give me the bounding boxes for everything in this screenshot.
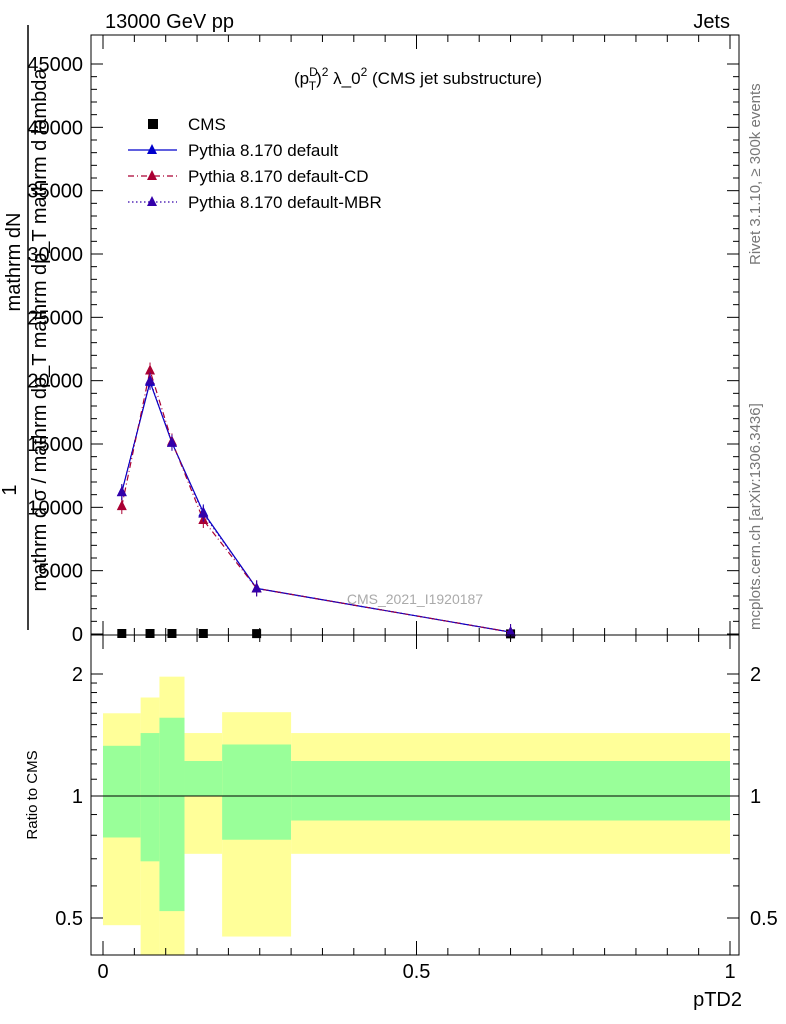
ratio-inner-band (291, 761, 730, 821)
ratio-y-tick-label: 1 (72, 786, 83, 808)
x-tick-label: 0.5 (403, 961, 431, 983)
ratio-inner-band (140, 733, 160, 862)
y-tick-label: 15000 (27, 434, 83, 456)
ratio-axis-ticks: 0.5 0.5 1 1 2 2 0 0.5 1 (55, 635, 778, 983)
cms-point (145, 628, 155, 638)
mcplots-label: mcplots.cern.ch [arXiv:1306.3436] (747, 403, 764, 630)
series-point-dotted (145, 374, 156, 385)
series-point-dashdot (145, 364, 156, 375)
y-tick-label: 35000 (27, 181, 83, 203)
legend-label: Pythia 8.170 default-MBR (188, 193, 382, 212)
main-series (116, 362, 516, 641)
legend-label: CMS (188, 115, 226, 134)
rivet-label: Rivet 3.1.10, ≥ 300k events (747, 83, 764, 265)
ylabel-line-3: mathrm dN (3, 213, 25, 312)
y-tick-label: 40000 (27, 117, 83, 139)
main-panel: 0 5000 10000 15000 20000 25000 30000 35000 40000… (0, 25, 740, 646)
ratio-y-tick-label-right: 0.5 (750, 908, 778, 930)
ylabel-line-1: 1 (0, 484, 21, 495)
legend: CMS Pythia 8.170 default Pythia 8.170 defa… (128, 115, 382, 212)
ratio-y-tick-label-right: 1 (750, 786, 761, 808)
ylabel-line-2: mathrm d σ / mathrm dp_T mathrm dp_T mat… (29, 68, 51, 592)
series-point-dashdot (116, 500, 127, 511)
ratio-y-tick-label-right: 2 (750, 664, 761, 686)
x-tick-label: 1 (724, 961, 735, 983)
cms-point (252, 629, 262, 639)
header-left: 13000 GeV pp (105, 11, 234, 33)
series-line-dotted (121, 378, 511, 633)
header-right: Jets (693, 11, 730, 33)
series-point-dotted (166, 436, 177, 447)
series-point-dotted (116, 486, 127, 497)
x-tick-label: 0 (97, 961, 108, 983)
y-tick-label: 20000 (27, 371, 83, 393)
legend-label: Pythia 8.170 default (188, 141, 339, 160)
series-point-dotted (198, 507, 209, 518)
legend-marker (147, 170, 157, 180)
y-tick-label: 45000 (27, 54, 83, 76)
chart-title: (pD T)2 λ_02 (CMS jet substructure) (294, 65, 542, 93)
ratio-frame (90, 634, 740, 956)
cms-point (167, 628, 177, 638)
ratio-bands (103, 676, 730, 955)
y-tick-label: 0 (72, 624, 83, 646)
main-axis-ticks: 0 5000 10000 15000 20000 25000 30000 35000 40000… (27, 35, 739, 646)
series-point-dotted (505, 626, 516, 637)
watermark-label: CMS_2021_I1920187 (347, 591, 483, 607)
legend-marker-cms (148, 119, 158, 129)
series-point-dotted (251, 582, 262, 593)
ratio-inner-band (103, 745, 141, 838)
legend-label: Pythia 8.170 default-CD (188, 167, 369, 186)
y-tick-label: 30000 (27, 244, 83, 266)
x-axis-label: pTD2 (693, 989, 742, 1011)
y-axis-label: mathrm dN 1 mathrm d σ / mathrm dp_T mat… (0, 25, 51, 630)
ratio-y-tick-label: 2 (72, 664, 83, 686)
y-tick-label: 5000 (39, 561, 84, 583)
legend-marker (147, 196, 157, 206)
ratio-inner-band (222, 744, 292, 840)
y-tick-label: 10000 (27, 497, 83, 519)
cms-point (117, 628, 127, 638)
y-tick-label: 25000 (27, 307, 83, 329)
legend-marker (147, 144, 157, 154)
ratio-ylabel: Ratio to CMS (24, 750, 41, 839)
ratio-inner-band (159, 717, 185, 912)
ratio-y-tick-label: 0.5 (55, 908, 83, 930)
ratio-inner-band (184, 761, 223, 796)
ratio-panel: 0.5 0.5 1 1 2 2 0 0.5 1 Ratio to CMS pTD2 (24, 634, 778, 1011)
cms-point (198, 628, 208, 638)
